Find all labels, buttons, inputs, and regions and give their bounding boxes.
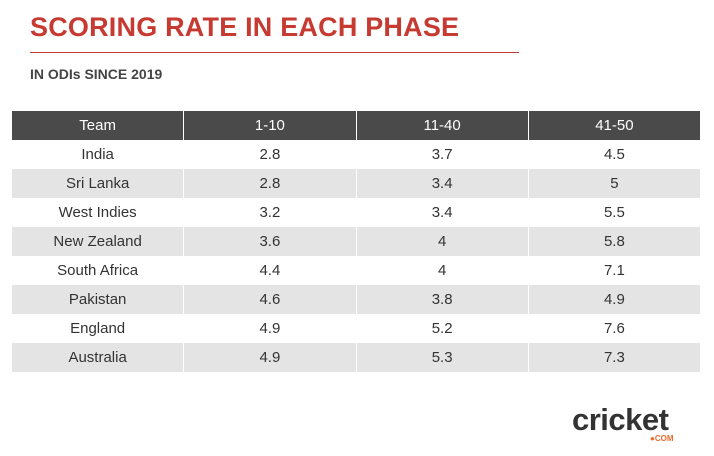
team-cell: West Indies — [12, 198, 185, 227]
value-cell: 4.9 — [528, 285, 700, 314]
chart-subtitle: IN ODIs SINCE 2019 — [30, 66, 163, 82]
cricket-com-logo: cricket ●COM — [572, 404, 688, 444]
value-cell: 7.1 — [528, 256, 700, 285]
value-cell: 4.5 — [528, 140, 700, 169]
table-row: Sri Lanka 2.8 3.4 5 — [12, 169, 700, 198]
value-cell: 4.4 — [184, 256, 357, 285]
column-header-11-40: 11-40 — [356, 111, 529, 140]
value-cell: 2.8 — [184, 169, 357, 198]
value-cell: 3.4 — [356, 169, 529, 198]
value-cell: 4 — [356, 227, 529, 256]
team-cell: Sri Lanka — [12, 169, 185, 198]
value-cell: 7.3 — [528, 343, 700, 372]
value-cell: 5.2 — [356, 314, 529, 343]
value-cell: 3.2 — [184, 198, 357, 227]
table-row: New Zealand 3.6 4 5.8 — [12, 227, 700, 256]
value-cell: 5.3 — [356, 343, 529, 372]
team-cell: South Africa — [12, 256, 185, 285]
team-cell: Australia — [12, 343, 185, 372]
title-divider — [30, 52, 519, 53]
logo-dotcom: ●COM — [650, 434, 674, 443]
team-cell: England — [12, 314, 185, 343]
value-cell: 3.7 — [356, 140, 529, 169]
table-row: India 2.8 3.7 4.5 — [12, 140, 700, 169]
value-cell: 3.4 — [356, 198, 529, 227]
value-cell: 4.9 — [184, 343, 357, 372]
table-row: Pakistan 4.6 3.8 4.9 — [12, 285, 700, 314]
value-cell: 4.9 — [184, 314, 357, 343]
value-cell: 3.6 — [184, 227, 357, 256]
table-row: England 4.9 5.2 7.6 — [12, 314, 700, 343]
team-cell: Pakistan — [12, 285, 185, 314]
value-cell: 5.8 — [528, 227, 700, 256]
table-row: Australia 4.9 5.3 7.3 — [12, 343, 700, 372]
value-cell: 4.6 — [184, 285, 357, 314]
value-cell: 2.8 — [184, 140, 357, 169]
value-cell: 5.5 — [528, 198, 700, 227]
table-header-row: Team 1-10 11-40 41-50 — [12, 111, 700, 140]
logo-wordmark: cricket — [572, 402, 669, 437]
column-header-1-10: 1-10 — [184, 111, 357, 140]
table-row: West Indies 3.2 3.4 5.5 — [12, 198, 700, 227]
table-row: South Africa 4.4 4 7.1 — [12, 256, 700, 285]
column-header-team: Team — [12, 111, 185, 140]
column-header-41-50: 41-50 — [528, 111, 700, 140]
value-cell: 3.8 — [356, 285, 529, 314]
team-cell: New Zealand — [12, 227, 185, 256]
scoring-rate-table: Team 1-10 11-40 41-50 India 2.8 3.7 4.5 … — [12, 111, 700, 372]
value-cell: 5 — [528, 169, 700, 198]
team-cell: India — [12, 140, 185, 169]
chart-title: SCORING RATE IN EACH PHASE — [30, 12, 460, 42]
value-cell: 4 — [356, 256, 529, 285]
value-cell: 7.6 — [528, 314, 700, 343]
